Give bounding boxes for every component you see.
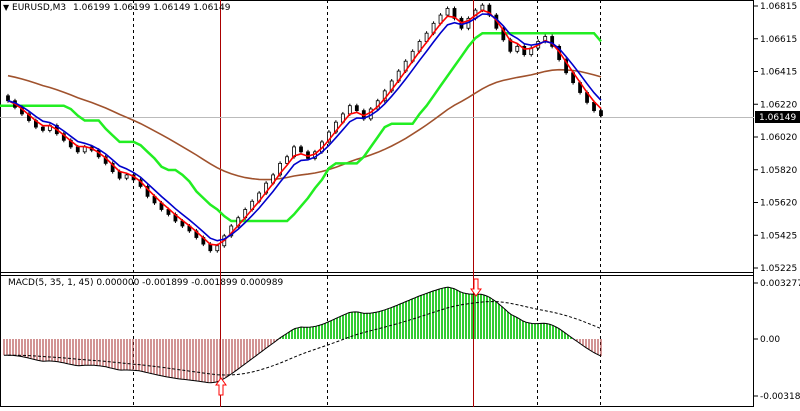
fast-ma-red-line (7, 9, 602, 246)
plot-border (0, 0, 754, 407)
candle (124, 172, 129, 181)
price-tick-label: 1.05820 (760, 166, 797, 176)
candle (354, 103, 359, 113)
slow-ma-line (7, 68, 602, 181)
price-tick-label: 1.06415 (760, 68, 797, 78)
candles (6, 3, 603, 253)
macd-axis: 0.003277 0.00 -0.003182 (754, 279, 800, 402)
price-tick-label: 1.05425 (760, 231, 797, 241)
candle (285, 154, 289, 166)
period-separators (133, 0, 601, 407)
macd-tick-label: 0.00 (760, 335, 780, 345)
macd-label: MACD(5, 35, 1, 45) 0.000000 -0.001899 -0… (8, 278, 284, 288)
chart-header: ▼ EURUSD,M3 1.06199 1.06199 1.06149 1.06… (0, 0, 230, 16)
down-arrow-icon (470, 278, 482, 297)
green-band-path (0, 31, 602, 223)
red-ma-path (7, 9, 602, 246)
price-tick-label: 1.05620 (760, 199, 797, 209)
price-tick-label: 1.06020 (760, 133, 797, 143)
signal-path (8, 301, 602, 376)
macd-tick-label: -0.003182 (760, 392, 800, 402)
dropdown-triangle-icon[interactable]: ▼ (3, 3, 10, 12)
candle (599, 108, 603, 118)
current-price-tag: 1.06149 (755, 111, 800, 123)
macd-tick-label: 0.003277 (760, 279, 800, 289)
symbol-label: EURUSD,M3 (12, 3, 67, 13)
price-tick-label: 1.06220 (760, 100, 797, 110)
candle (522, 44, 527, 57)
candle (145, 184, 150, 199)
price-tick-label: 1.06615 (760, 35, 797, 45)
candle (110, 161, 115, 174)
candle (550, 34, 555, 49)
candle (515, 44, 520, 54)
ohlc-values: 1.06199 1.06199 1.06149 1.06149 (73, 3, 231, 13)
up-arrow-icon (215, 377, 227, 396)
candle (445, 6, 450, 18)
macd-signal-line (8, 301, 602, 376)
band-line (0, 31, 602, 223)
price-tick-label: 1.06815 (760, 2, 797, 12)
macd-outline (4, 286, 602, 384)
price-axis: 1.06815 1.06615 1.06415 1.06220 1.06020 1.058… (754, 2, 797, 274)
brown-ma-path (7, 68, 602, 181)
macd-header: MACD(5, 35, 1, 45) 0.000000 -0.001899 -0… (0, 276, 283, 290)
fast-ma-blue-line (7, 13, 602, 242)
candle (299, 144, 303, 154)
macd-histogram (3, 286, 602, 384)
candle (564, 57, 569, 75)
current-price-label: 1.06149 (759, 113, 796, 123)
price-tick-label: 1.05225 (760, 264, 797, 274)
blue-ma-path (7, 13, 602, 242)
